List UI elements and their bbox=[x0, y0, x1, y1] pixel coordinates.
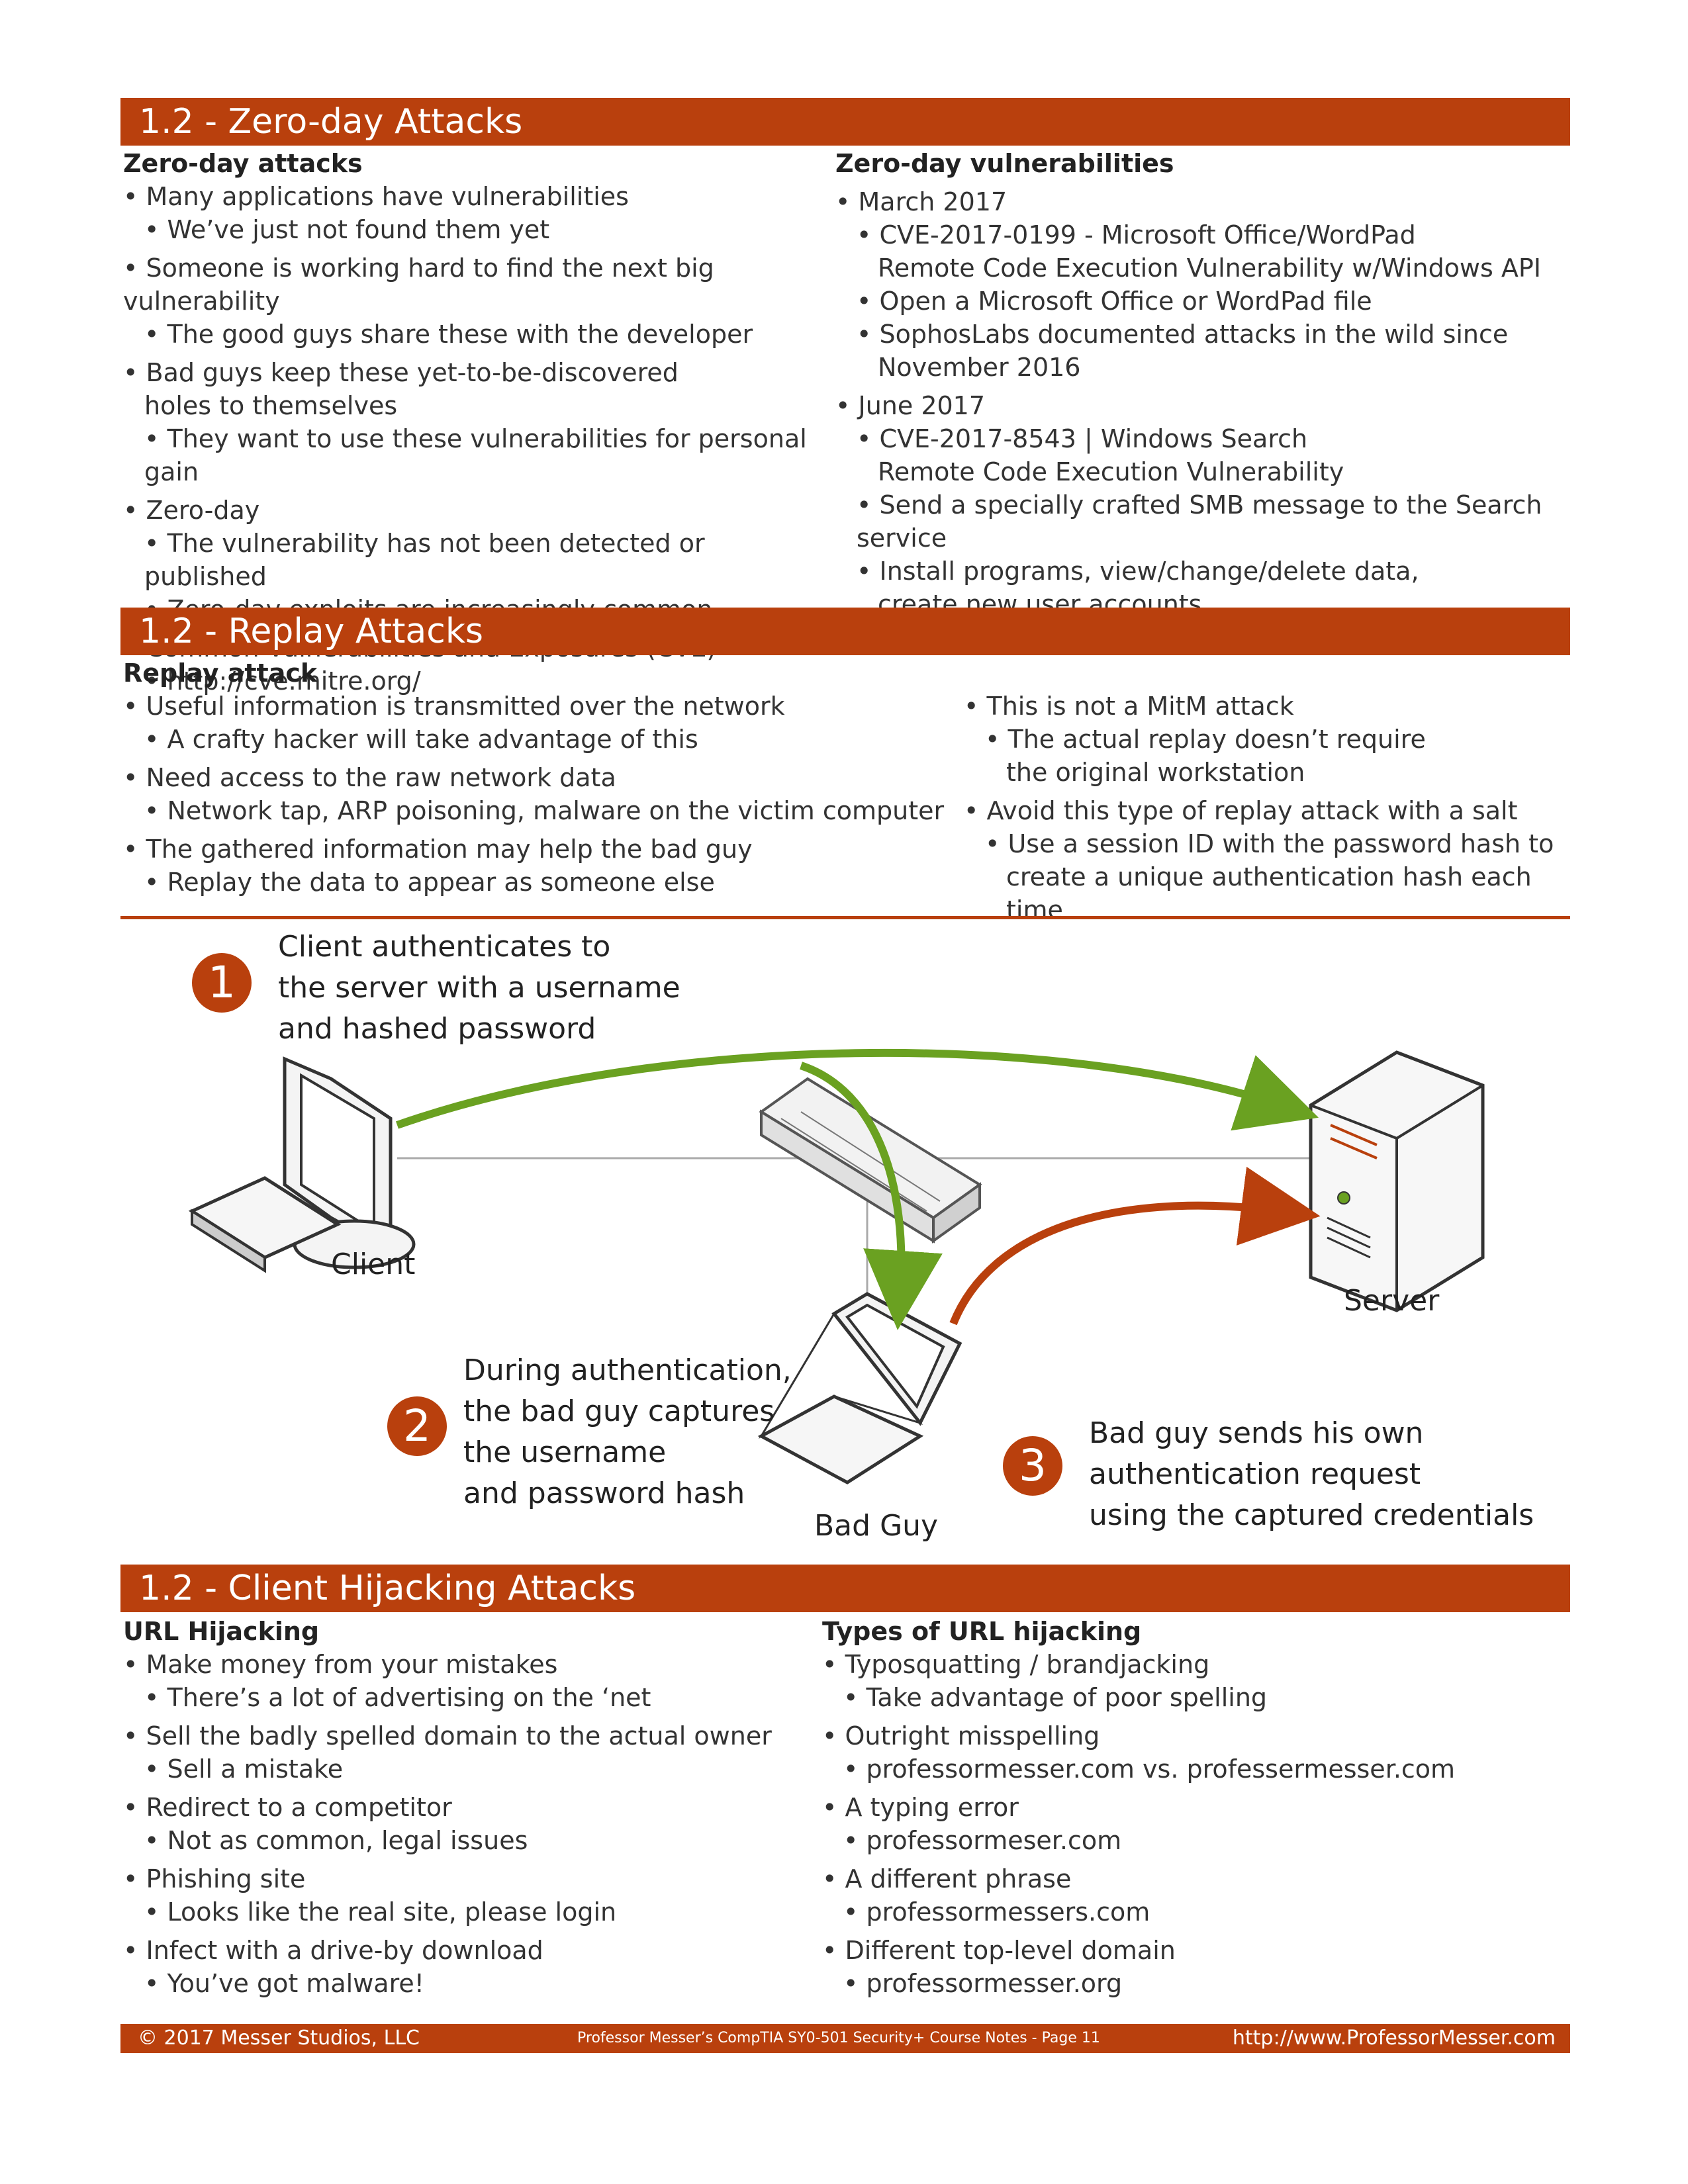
bullet-continuation: the original workstation bbox=[1006, 758, 1305, 787]
step-1-line: Client authenticates to bbox=[278, 930, 611, 964]
step-2-text: During authentication, the bad guy captu… bbox=[463, 1350, 792, 1514]
sub-bullet: • Use a session ID with the password has… bbox=[985, 829, 1554, 858]
step-3-line: using the captured credentials bbox=[1089, 1498, 1534, 1532]
replay-attack-heading: Replay attack bbox=[123, 659, 318, 688]
step-3-text: Bad guy sends his own authentication req… bbox=[1089, 1413, 1534, 1536]
sub-bullet: • professormeser.com bbox=[843, 1826, 1122, 1855]
bullet: • Different top-level domain bbox=[822, 1936, 1176, 1965]
bullet: • Someone is working hard to find the ne… bbox=[123, 253, 714, 316]
sub-bullet: • Take advantage of poor spelling bbox=[843, 1683, 1268, 1712]
sub-bullet: • CVE-2017-0199 - Microsoft Office/WordP… bbox=[857, 220, 1416, 250]
replay-notes-column: • This is not a MitM attack • The actual… bbox=[964, 690, 1570, 927]
bullet-continuation: Remote Code Execution Vulnerability w/Wi… bbox=[878, 253, 1542, 283]
replay-arrow bbox=[949, 1166, 1321, 1326]
step-1-text: Client authenticates to the server with … bbox=[278, 927, 680, 1050]
client-label: Client bbox=[331, 1248, 416, 1281]
step-3-line: Bad guy sends his own bbox=[1089, 1416, 1424, 1450]
bullet: • Sell the badly spelled domain to the a… bbox=[123, 1721, 772, 1751]
bullet: • Many applications have vulnerabilities bbox=[123, 182, 629, 211]
section-divider bbox=[120, 916, 1570, 919]
client-computer-icon bbox=[188, 1056, 416, 1273]
sub-bullet: • CVE-2017-8543 | Windows Search bbox=[857, 424, 1308, 453]
network-switch-icon bbox=[759, 1077, 982, 1244]
sub-bullet: • professormessers.com bbox=[843, 1897, 1150, 1927]
step-2-line: and password hash bbox=[463, 1477, 745, 1510]
bullet: • The gathered information may help the … bbox=[123, 835, 753, 864]
sub-bullet: • professormesser.org bbox=[843, 1969, 1123, 1998]
bullet: • Need access to the raw network data bbox=[123, 763, 616, 792]
sub-bullet: • We’ve just not found them yet bbox=[144, 215, 550, 244]
step-1-badge: 1 bbox=[192, 953, 252, 1013]
sub-bullet: • They want to use these vulnerabilities… bbox=[144, 424, 807, 486]
replay-attack-column: Replay attack • Useful information is tr… bbox=[123, 657, 951, 899]
footer-website-link[interactable]: http://www.ProfessorMesser.com bbox=[1232, 2026, 1556, 2050]
bullet: • Infect with a drive-by download bbox=[123, 1936, 543, 1965]
sub-bullet: • http://cve.mitre.org/ bbox=[144, 666, 421, 696]
url-hijacking-types-heading: Types of URL hijacking bbox=[822, 1617, 1142, 1646]
url-hijacking-types-column: Types of URL hijacking • Typosquatting /… bbox=[822, 1615, 1570, 2000]
sub-bullet: • SophosLabs documented attacks in the w… bbox=[857, 320, 1509, 349]
step-2-badge: 2 bbox=[387, 1396, 447, 1456]
bullet: • Redirect to a competitor bbox=[123, 1793, 452, 1822]
bullet: • A typing error bbox=[822, 1793, 1019, 1822]
sub-bullet: • You’ve got malware! bbox=[144, 1969, 424, 1998]
sub-bullet: • A crafty hacker will take advantage of… bbox=[144, 725, 698, 754]
sub-bullet: • Open a Microsoft Office or WordPad fil… bbox=[857, 287, 1372, 316]
step-3-line: authentication request bbox=[1089, 1457, 1421, 1491]
step-1-line: and hashed password bbox=[278, 1012, 596, 1046]
sub-bullet: • Not as common, legal issues bbox=[144, 1826, 528, 1855]
client-to-server-arrow bbox=[396, 1048, 1319, 1131]
step-3-badge: 3 bbox=[1003, 1436, 1062, 1496]
footer-course-notes: Professor Messer’s CompTIA SY0-501 Secur… bbox=[577, 2030, 1100, 2046]
sub-bullet: • The good guys share these with the dev… bbox=[144, 320, 753, 349]
url-hijacking-heading: URL Hijacking bbox=[123, 1617, 320, 1646]
bullet: • Typosquatting / brandjacking bbox=[822, 1650, 1210, 1679]
server-icon bbox=[1309, 1050, 1485, 1312]
sub-bullet: • The actual replay doesn’t require bbox=[985, 725, 1426, 754]
step-2-line: the username bbox=[463, 1435, 667, 1469]
page-footer: © 2017 Messer Studios, LLC Professor Mes… bbox=[120, 2024, 1570, 2053]
zero-day-attacks-heading: Zero-day attacks bbox=[123, 149, 363, 178]
section-title-zero-day: 1.2 - Zero-day Attacks bbox=[120, 98, 1570, 146]
bullet-continuation: create a unique authentication hash each… bbox=[1006, 862, 1532, 925]
bullet: • This is not a MitM attack bbox=[964, 692, 1294, 721]
sub-bullet: • Looks like the real site, please login bbox=[144, 1897, 617, 1927]
bullet-continuation: holes to themselves bbox=[144, 391, 398, 420]
bullet: • Make money from your mistakes bbox=[123, 1650, 558, 1679]
sub-bullet: • Replay the data to appear as someone e… bbox=[144, 868, 715, 897]
sub-bullet: • professormesser.com vs. professermesse… bbox=[843, 1754, 1456, 1784]
bullet: • Phishing site bbox=[123, 1864, 306, 1893]
sub-bullet: • Sell a mistake bbox=[144, 1754, 344, 1784]
capture-arrow bbox=[800, 1062, 943, 1330]
sub-bullet: • Send a specially crafted SMB message t… bbox=[857, 490, 1542, 553]
bullet: • Useful information is transmitted over… bbox=[123, 692, 785, 721]
step-2-line: the bad guy captures bbox=[463, 1394, 775, 1428]
bullet: • Zero-day bbox=[123, 496, 260, 525]
bullet-continuation: November 2016 bbox=[878, 353, 1081, 382]
server-label: Server bbox=[1344, 1284, 1440, 1318]
section-title-client-hijacking: 1.2 - Client Hijacking Attacks bbox=[120, 1565, 1570, 1612]
bullet: • Outright misspelling bbox=[822, 1721, 1100, 1751]
sub-bullet: • The vulnerability has not been detecte… bbox=[144, 529, 705, 591]
footer-copyright: © 2017 Messer Studios, LLC bbox=[138, 2026, 420, 2050]
bullet: • Avoid this type of replay attack with … bbox=[964, 796, 1518, 825]
bullet: • Bad guys keep these yet-to-be-discover… bbox=[123, 358, 679, 387]
sub-bullet: • Install programs, view/change/delete d… bbox=[857, 557, 1419, 586]
bad-guy-label: Bad Guy bbox=[814, 1509, 939, 1543]
zero-day-vulnerabilities-heading: Zero-day vulnerabilities bbox=[835, 149, 1174, 178]
step-2-line: During authentication, bbox=[463, 1353, 792, 1387]
step-1-line: the server with a username bbox=[278, 971, 680, 1005]
url-hijacking-column: URL Hijacking • Make money from your mis… bbox=[123, 1615, 812, 2000]
sub-bullet: • Network tap, ARP poisoning, malware on… bbox=[144, 796, 945, 825]
bullet: • A different phrase bbox=[822, 1864, 1072, 1893]
sub-bullet: • There’s a lot of advertising on the ‘n… bbox=[144, 1683, 651, 1712]
section-title-replay: 1.2 - Replay Attacks bbox=[120, 608, 1570, 655]
bullet-continuation: Remote Code Execution Vulnerability bbox=[878, 457, 1344, 486]
bullet: • March 2017 bbox=[835, 187, 1008, 216]
bullet: • June 2017 bbox=[835, 391, 986, 420]
